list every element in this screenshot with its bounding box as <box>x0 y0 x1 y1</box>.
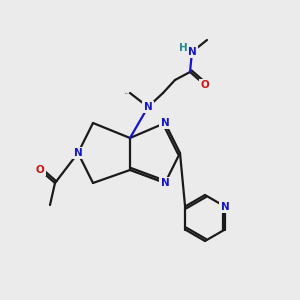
Text: H: H <box>178 43 188 53</box>
Text: N: N <box>160 178 169 188</box>
Text: N: N <box>160 118 169 128</box>
Text: methyl: methyl <box>124 92 129 94</box>
Text: O: O <box>36 165 44 175</box>
Text: N: N <box>220 202 229 212</box>
Text: N: N <box>144 102 152 112</box>
Text: N: N <box>74 148 82 158</box>
Text: O: O <box>201 80 209 90</box>
Text: N: N <box>188 47 196 57</box>
